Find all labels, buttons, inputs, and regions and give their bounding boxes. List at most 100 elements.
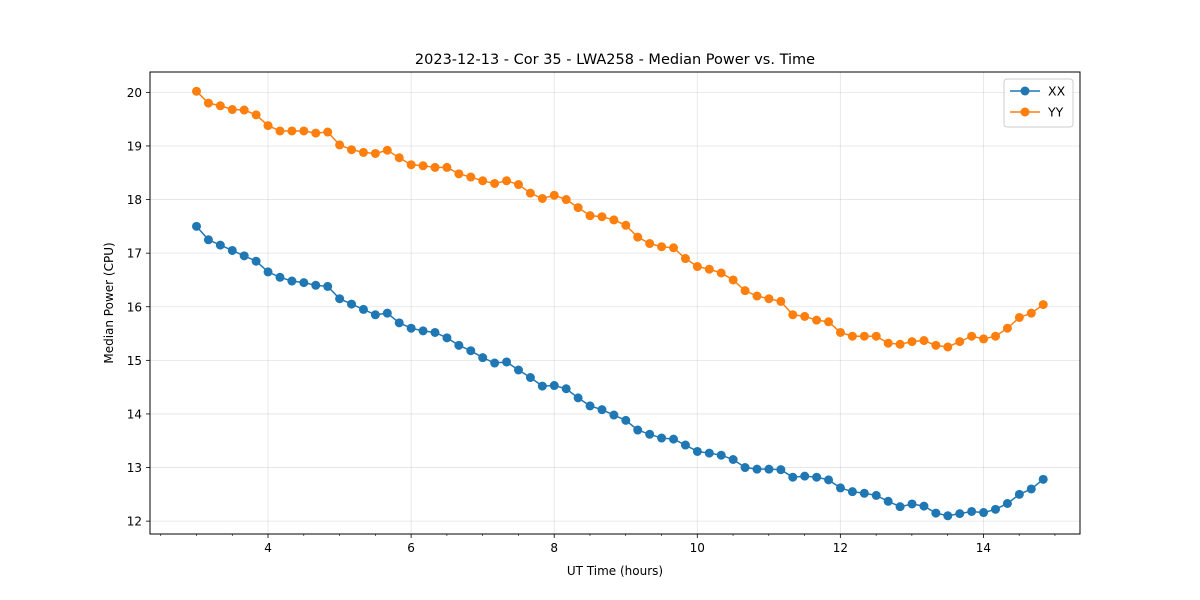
series-yy-point xyxy=(907,337,917,347)
series-xx-point xyxy=(752,464,762,474)
series-yy-point xyxy=(788,310,798,320)
series-yy-point xyxy=(561,195,571,205)
x-tick-label: 6 xyxy=(407,541,415,555)
series-yy-point xyxy=(394,153,404,163)
x-tick-label: 14 xyxy=(976,541,991,555)
series-yy-point xyxy=(1026,308,1036,318)
series-xx-point xyxy=(525,373,535,382)
series-xx-point xyxy=(251,256,261,266)
series-xx-point xyxy=(847,487,857,497)
y-axis: 12 13 14 15 16 17 18 19 20 xyxy=(127,86,150,529)
series-yy-point xyxy=(609,215,619,225)
series-yy-point xyxy=(215,101,225,111)
series-xx-point xyxy=(597,405,607,415)
series-yy-point xyxy=(883,338,893,348)
series-yy-point xyxy=(752,291,762,301)
series-xx-point xyxy=(323,281,333,291)
series-yy-point xyxy=(370,148,380,158)
series-xx-point xyxy=(537,381,547,391)
x-tick-label: 10 xyxy=(690,541,705,555)
series-xx-point xyxy=(549,381,559,391)
series-xx-point xyxy=(967,506,977,516)
series-yy-point xyxy=(358,147,368,157)
series-yy-point xyxy=(967,331,977,341)
x-tick-label: 8 xyxy=(550,541,558,555)
series-xx-point xyxy=(394,318,404,328)
series-xx xyxy=(192,221,1048,521)
series-xx-point xyxy=(203,235,213,245)
y-tick-label: 17 xyxy=(127,247,142,261)
series-xx-point xyxy=(943,511,953,521)
series-yy-point xyxy=(847,331,857,341)
series-yy-point xyxy=(573,203,583,213)
series-yy-point xyxy=(633,232,643,242)
series-yy xyxy=(192,86,1048,352)
legend-yy-marker xyxy=(1020,107,1030,117)
y-tick-label: 18 xyxy=(127,193,142,207)
series-yy-point xyxy=(1002,323,1012,333)
series-xx-point xyxy=(704,448,714,458)
series-yy-point xyxy=(239,105,249,115)
series-xx-point xyxy=(430,327,440,337)
series-yy-point xyxy=(311,128,321,138)
series-yy-point xyxy=(478,176,488,186)
series-yy-point xyxy=(1038,300,1048,310)
series-xx-point xyxy=(287,276,297,286)
series-xx-point xyxy=(776,465,786,475)
series-yy-point xyxy=(764,294,774,304)
series-xx-point xyxy=(680,440,690,450)
series-yy-point xyxy=(859,331,869,341)
series-xx-point xyxy=(824,475,834,485)
series-xx-point xyxy=(883,496,893,506)
series-yy-point xyxy=(502,176,512,186)
series-yy-point xyxy=(1014,312,1024,322)
series-xx-point xyxy=(1038,474,1048,484)
chart-title: 2023-12-13 - Cor 35 - LWA258 - Median Po… xyxy=(415,52,815,68)
series-xx-point xyxy=(585,401,595,411)
series-xx-point xyxy=(478,353,488,363)
x-axis: 4 6 8 10 12 14 xyxy=(160,534,1056,555)
series-xx-point xyxy=(1014,489,1024,499)
series-yy-point xyxy=(299,126,309,136)
series-xx-point xyxy=(728,455,738,464)
series-yy-point xyxy=(275,126,285,136)
grid xyxy=(150,72,1080,534)
series-xx-point xyxy=(382,308,392,318)
series-xx-point xyxy=(835,483,845,493)
series-xx-point xyxy=(740,463,750,473)
series-yy-point xyxy=(979,334,989,344)
series-xx-point xyxy=(490,358,500,368)
y-tick-label: 15 xyxy=(127,354,142,368)
series-xx-point xyxy=(239,251,249,261)
series-xx-point xyxy=(573,393,583,403)
plot-frame xyxy=(149,71,1081,535)
series-yy-point xyxy=(991,331,1001,341)
series-xx-point xyxy=(931,508,941,518)
series-yy-point xyxy=(800,311,810,321)
series-yy-point xyxy=(263,121,273,131)
y-tick-label: 16 xyxy=(127,300,142,314)
y-tick-label: 19 xyxy=(127,139,142,153)
legend-xx-marker xyxy=(1020,86,1030,96)
series-yy-point xyxy=(347,145,357,155)
series-xx-point xyxy=(358,304,368,314)
series-yy-point xyxy=(645,239,655,249)
y-tick-label: 13 xyxy=(127,461,142,475)
series-xx-point xyxy=(800,471,810,481)
x-tick-label: 4 xyxy=(264,541,272,555)
series-yy-point xyxy=(716,268,726,278)
plot-area xyxy=(150,72,1080,534)
series-xx-point xyxy=(692,446,702,456)
series-yy-point xyxy=(955,337,965,347)
series-yy-point xyxy=(597,212,607,222)
series-xx-point xyxy=(442,333,452,343)
series-xx-point xyxy=(299,278,309,288)
series-yy-point xyxy=(203,98,213,108)
series-yy-point xyxy=(669,243,679,253)
series-xx-point xyxy=(919,501,929,511)
series-xx-point xyxy=(192,221,201,231)
series-yy-point xyxy=(824,317,834,327)
series-xx-point xyxy=(716,450,726,460)
series-yy-point xyxy=(835,327,845,337)
series-yy-point xyxy=(704,264,714,274)
